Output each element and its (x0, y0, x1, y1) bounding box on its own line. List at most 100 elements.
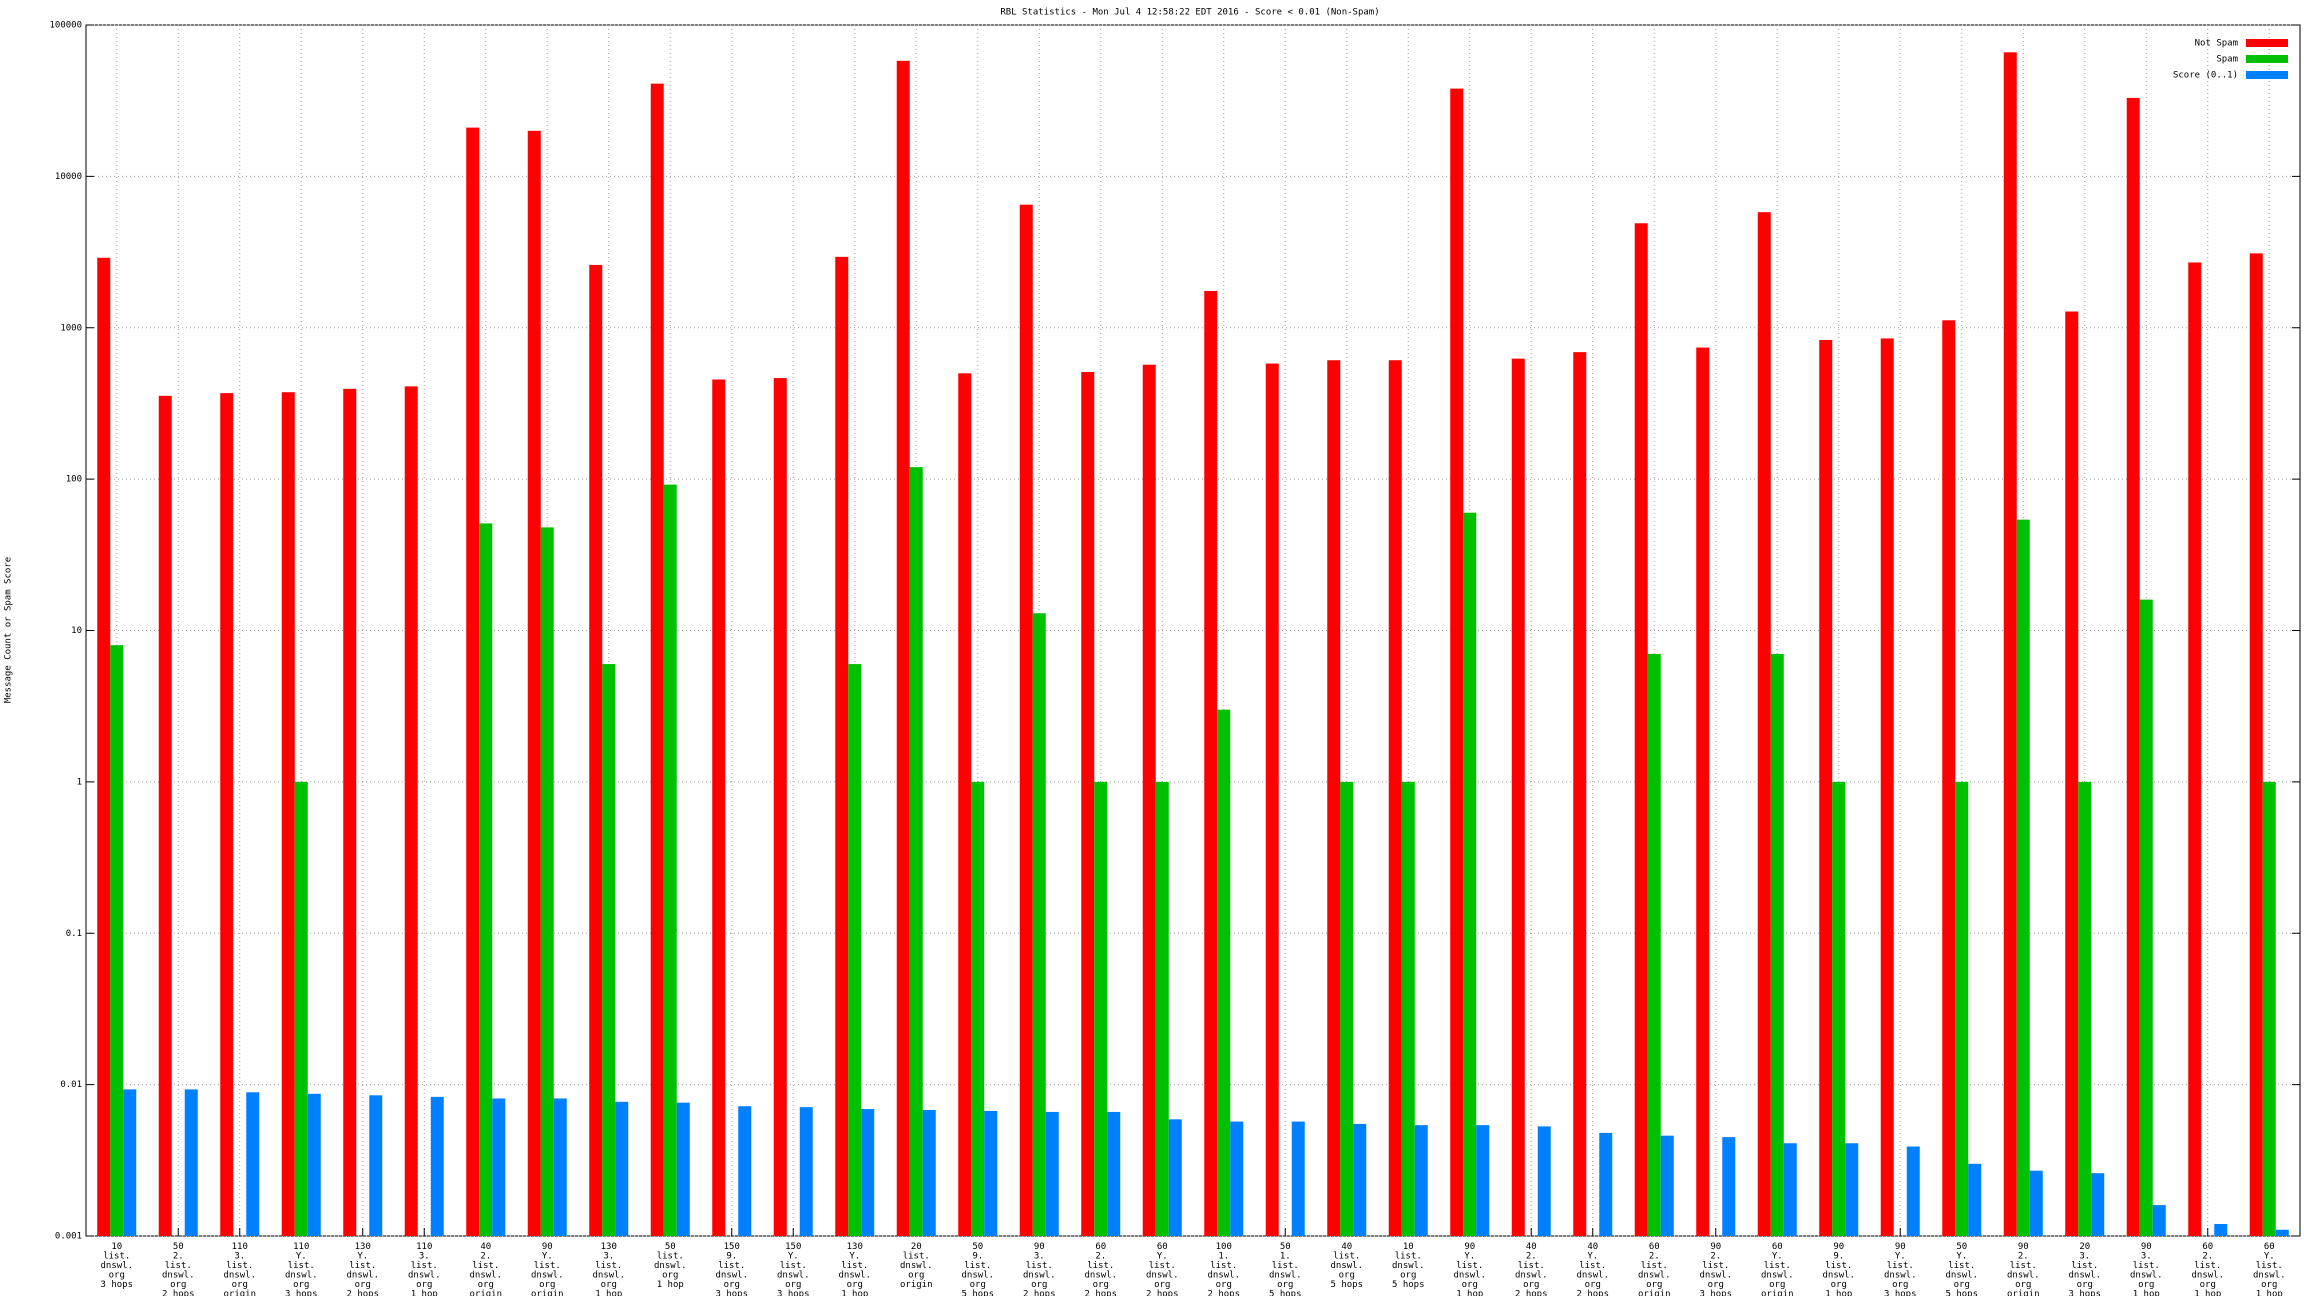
x-tick-label-line: 40 (1587, 1242, 1598, 1252)
bar (589, 264, 603, 1236)
bar (615, 1101, 629, 1236)
x-tick-label-line: 9. (1833, 1251, 1844, 1261)
x-tick-label: 50 list. dnswl. org 1 hop (654, 1242, 687, 1290)
x-tick-label: 100 1. list. dnswl. org 2 hops (1207, 1242, 1240, 1296)
bar (1168, 1119, 1182, 1236)
bar (1094, 781, 1108, 1236)
bar (2262, 781, 2276, 1236)
bar (123, 1089, 137, 1236)
x-tick-label: 50 9. list. dnswl. org 5 hops (961, 1242, 994, 1296)
x-tick-label-line: list. (1641, 1261, 1668, 1271)
legend-swatch (2246, 71, 2288, 79)
x-tick-label-line: 1. (1280, 1251, 1291, 1261)
x-tick-label-line: origin (1761, 1289, 1794, 1296)
x-tick-label-line: 50 (665, 1242, 676, 1252)
x-tick-label-line: dnswl. (2253, 1270, 2286, 1280)
x-tick-label-line: 90 (2018, 1242, 2029, 1252)
x-tick-label-line: dnswl. (2007, 1270, 2040, 1280)
x-tick-label-line: dnswl. (2191, 1270, 2224, 1280)
x-tick-label-line: 130 (847, 1242, 863, 1252)
x-tick-label-line: dnswl. (2130, 1270, 2163, 1280)
x-tick-label-line: 2. (1526, 1251, 1537, 1261)
x-tick-label-line: list. (1764, 1261, 1791, 1271)
bar (1955, 781, 1969, 1236)
x-tick-label-line: list. (349, 1261, 376, 1271)
bar (2214, 1224, 2228, 1236)
bar (1757, 212, 1771, 1236)
x-tick-label-line: org (170, 1280, 186, 1290)
x-tick-label-line: 2. (1095, 1251, 1106, 1261)
x-tick-label: 90 3. list. dnswl. org 1 hop (2130, 1242, 2163, 1296)
x-tick-label-line: org (1892, 1280, 1908, 1290)
x-tick-label-line: 60 (1649, 1242, 1660, 1252)
x-tick-label-line: 3. (1034, 1251, 1045, 1261)
x-tick-label-line: 50 (173, 1242, 184, 1252)
x-tick-label-line: 2. (1710, 1251, 1721, 1261)
x-tick-label-line: 2 hops (1084, 1289, 1117, 1296)
x-tick-label-line: list. (718, 1261, 745, 1271)
x-tick-label-line: dnswl. (162, 1270, 195, 1280)
bar (2091, 1173, 2105, 1236)
x-tick-label-line: org (232, 1280, 248, 1290)
x-tick-label-line: dnswl. (1761, 1270, 1794, 1280)
x-tick-label-line: dnswl. (285, 1270, 318, 1280)
x-tick-label: 90 3. list. dnswl. org 2 hops (1023, 1242, 1056, 1296)
bar (220, 393, 234, 1236)
x-tick-label-line: dnswl. (100, 1261, 133, 1271)
bar (1511, 358, 1525, 1236)
y-tick-label: 0.001 (55, 1232, 82, 1242)
x-tick-label-line: 50 (972, 1242, 983, 1252)
x-tick-label-line: list. (1087, 1261, 1114, 1271)
bar (1942, 320, 1956, 1236)
bar (1155, 781, 1169, 1236)
bar (1450, 88, 1464, 1237)
chart-title: RBL Statistics - Mon Jul 4 12:58:22 EDT … (1000, 8, 1379, 18)
x-tick-label-line: list. (288, 1261, 315, 1271)
x-tick-label: 60 Y. list. dnswl. org 2 hops (1146, 1242, 1179, 1296)
x-tick-label-line: list. (1456, 1261, 1483, 1271)
bar (1230, 1121, 1244, 1236)
x-tick-label-line: dnswl. (1084, 1270, 1117, 1280)
x-tick-label-line: list. (1948, 1261, 1975, 1271)
x-tick-label-line: 3. (2079, 1251, 2090, 1261)
bar (773, 378, 787, 1236)
x-tick-label-line: dnswl. (777, 1270, 810, 1280)
x-tick-label-line: list. (1272, 1261, 1299, 1271)
bar (158, 395, 172, 1236)
x-tick-label-line: 2. (2018, 1251, 2029, 1261)
x-tick-label-line: 60 (2264, 1242, 2275, 1252)
x-tick-label-line: list. (780, 1261, 807, 1271)
x-tick-label-line: 1 hop (1456, 1289, 1483, 1296)
x-tick-label: 110 3. list. dnswl. org 1 hop (408, 1242, 441, 1296)
x-tick-label-line: list. (1702, 1261, 1729, 1271)
x-tick-label-line: dnswl. (223, 1270, 256, 1280)
x-tick-label: 90 Y. list. dnswl. org 3 hops (1884, 1242, 1917, 1296)
bar (2275, 1229, 2289, 1236)
x-tick-label-line: dnswl. (1146, 1270, 1179, 1280)
x-tick-label: 110 3. list. dnswl. org origin (223, 1242, 256, 1296)
x-tick-label-line: 10 (1403, 1242, 1414, 1252)
bar (1142, 364, 1156, 1236)
x-tick-label-line: 2. (173, 1251, 184, 1261)
bar (553, 1098, 567, 1236)
x-tick-label-line: dnswl. (900, 1261, 933, 1271)
x-tick-label: 50 1. list. dnswl. org 5 hops (1269, 1242, 1302, 1296)
bar (1770, 653, 1784, 1236)
bar (1845, 1143, 1859, 1236)
x-tick-label-line: org (416, 1280, 432, 1290)
x-tick-label-line: list. (411, 1261, 438, 1271)
x-tick-label-line: list. (1395, 1251, 1422, 1261)
y-tick-label: 0.1 (66, 929, 82, 939)
x-tick-label: 130 3. list. dnswl. org 1 hop (592, 1242, 625, 1296)
x-tick-label: 90 9. list. dnswl. org 1 hop (1822, 1242, 1855, 1296)
bar (2152, 1205, 2166, 1236)
bar (1722, 1137, 1736, 1236)
x-tick-label-line: list. (534, 1261, 561, 1271)
x-tick-label-line: org (662, 1270, 678, 1280)
bar (602, 664, 616, 1236)
x-tick-label-line: org (1769, 1280, 1785, 1290)
x-tick-label-line: dnswl. (408, 1270, 441, 1280)
bar (2029, 1170, 2043, 1236)
x-tick-label-line: list. (2256, 1261, 2283, 1271)
x-tick-label-line: Y. (1772, 1251, 1783, 1261)
